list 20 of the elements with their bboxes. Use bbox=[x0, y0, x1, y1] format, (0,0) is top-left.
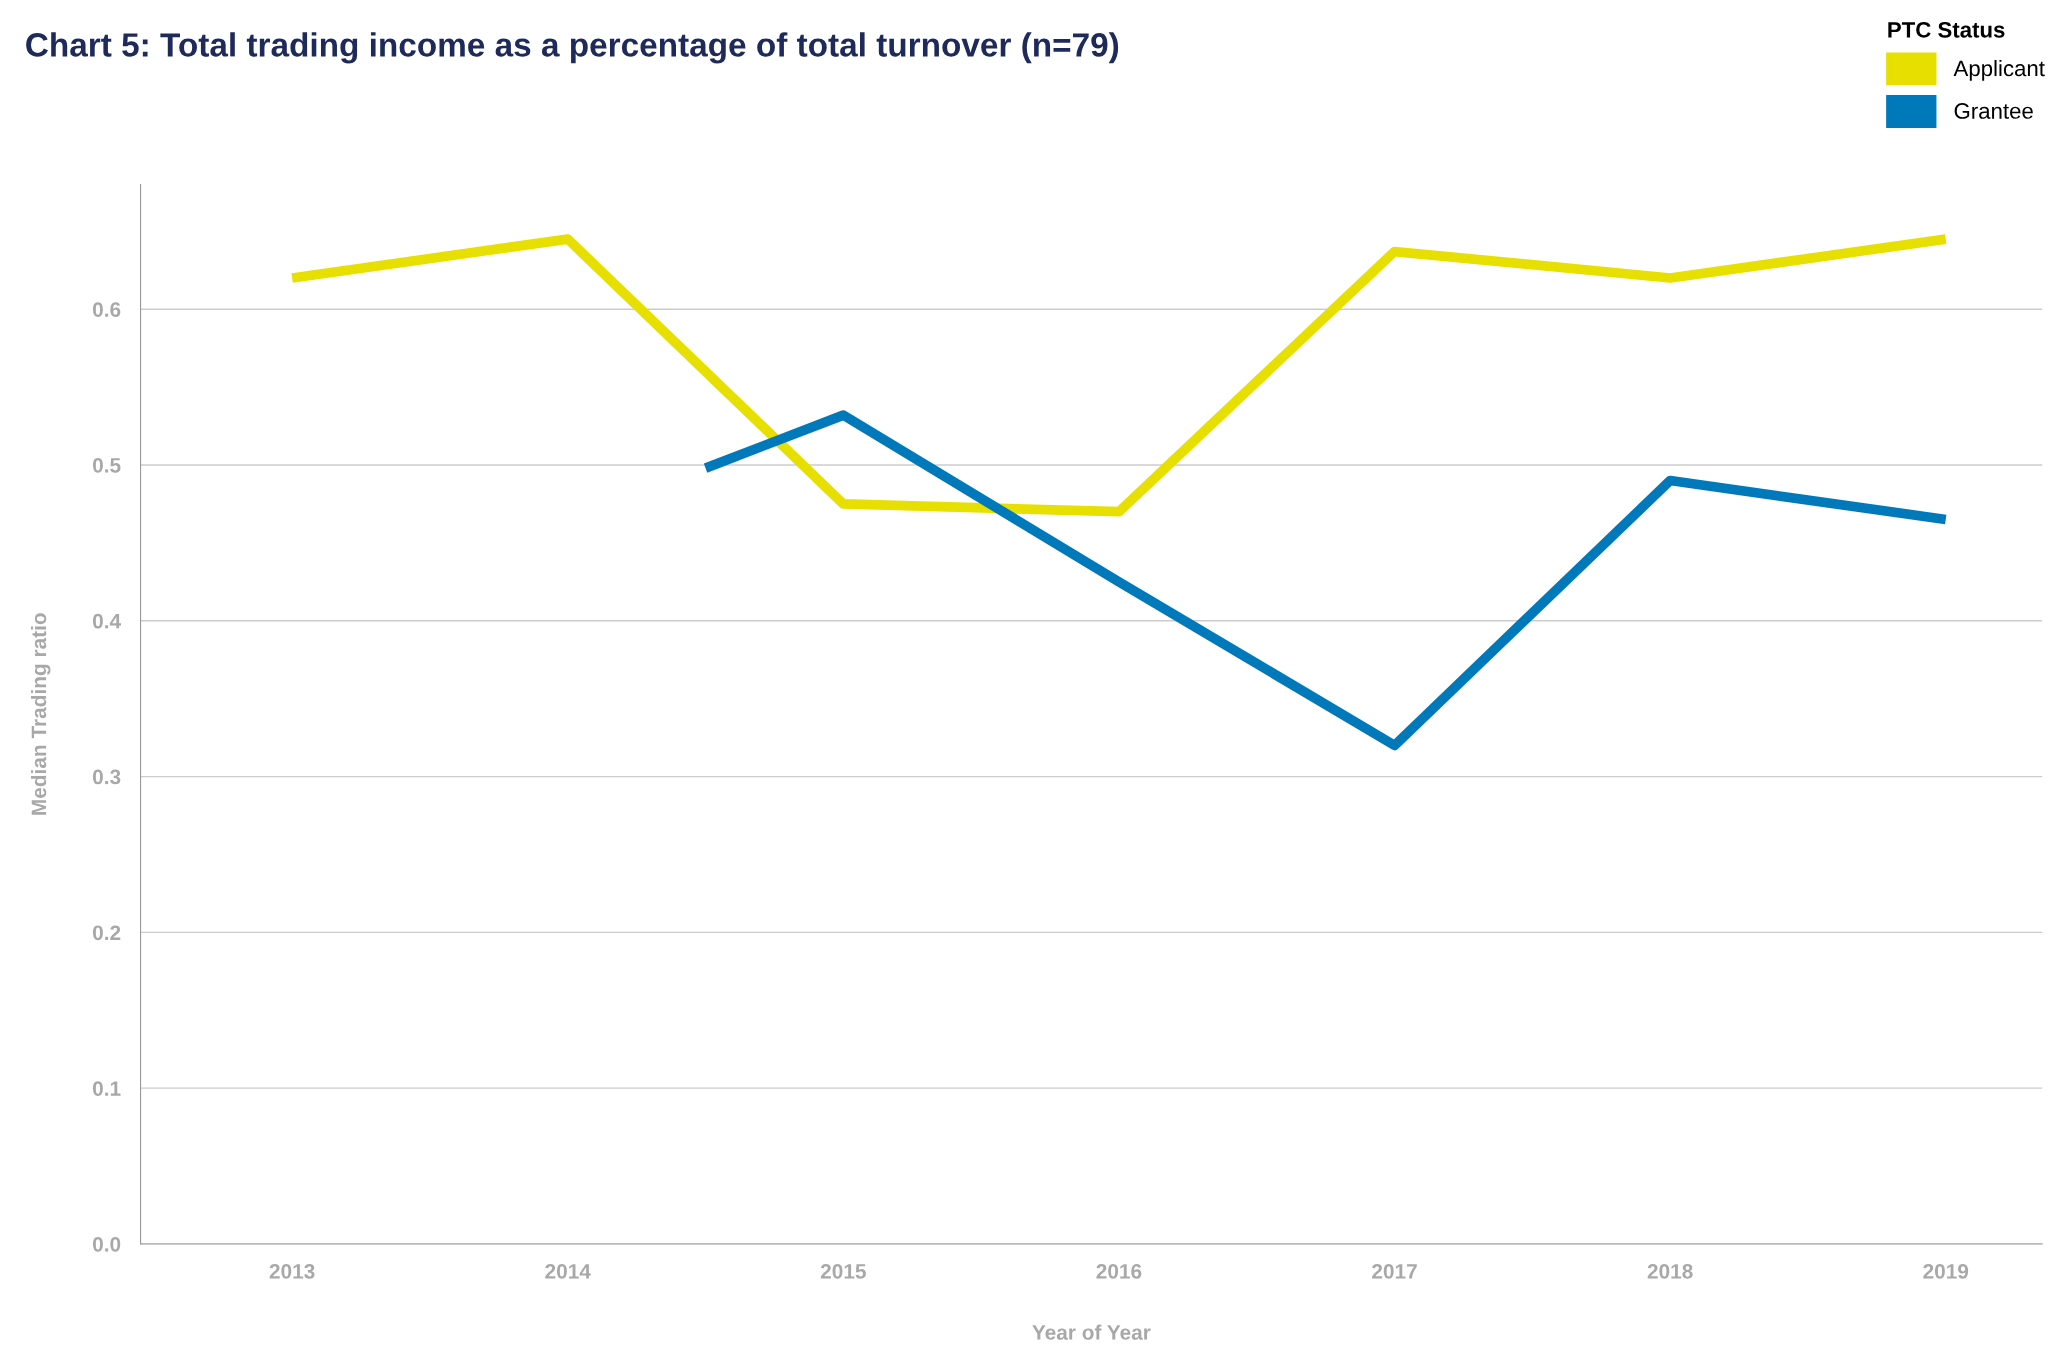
y-tick-label: 0.1 bbox=[92, 1081, 121, 1096]
y-tick-label: 0.0 bbox=[92, 1236, 121, 1252]
y-tick-label: 0.4 bbox=[92, 613, 121, 629]
y-tick-label: 0.3 bbox=[92, 769, 121, 785]
x-tick-label: 2019 bbox=[1923, 1263, 1969, 1279]
legend-label: Grantee bbox=[1954, 103, 2033, 119]
x-tick-label: 2018 bbox=[1647, 1263, 1693, 1279]
legend-label: Applicant bbox=[1953, 59, 2045, 81]
y-tick-label: 0.5 bbox=[92, 457, 121, 473]
x-tick-label: 2014 bbox=[545, 1263, 591, 1279]
chart-title: Chart 5: Total trading income as a percentage of total turnover (n=79) bbox=[26, 32, 1119, 64]
y-tick-label: 0.6 bbox=[92, 302, 121, 317]
x-tick-label: 2015 bbox=[820, 1263, 866, 1279]
x-tick-label: 2013 bbox=[269, 1263, 315, 1279]
x-tick-label: 2016 bbox=[1096, 1263, 1142, 1279]
y-axis-title: Median Trading ratio bbox=[30, 613, 51, 815]
y-tick-label: 0.2 bbox=[92, 925, 121, 941]
x-tick-label: 2017 bbox=[1372, 1263, 1417, 1279]
legend-title: PTC Status bbox=[1888, 21, 2005, 38]
x-axis-title: Year of Year bbox=[1032, 1324, 1151, 1340]
